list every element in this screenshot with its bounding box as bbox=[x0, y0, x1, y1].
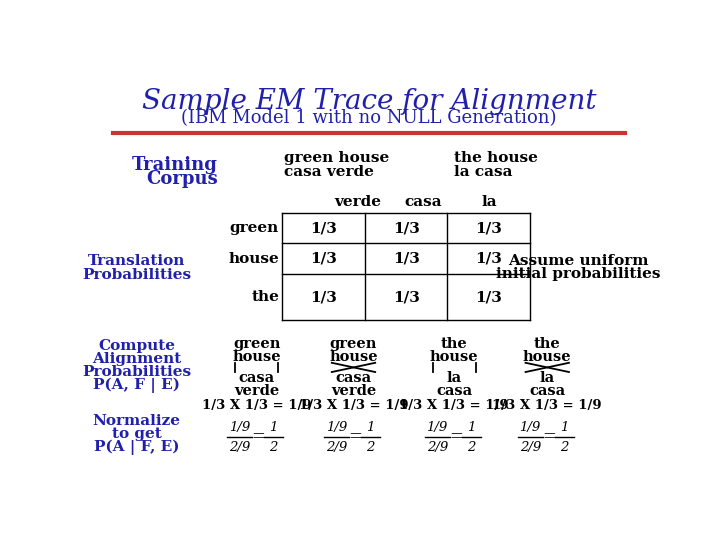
Text: =: = bbox=[348, 428, 362, 445]
Text: to get: to get bbox=[112, 427, 161, 441]
Text: la casa: la casa bbox=[454, 165, 513, 179]
Text: house: house bbox=[329, 349, 378, 363]
Text: verde: verde bbox=[234, 384, 279, 399]
Text: 1/9: 1/9 bbox=[426, 421, 448, 434]
Text: casa: casa bbox=[436, 384, 472, 399]
Text: house: house bbox=[233, 349, 281, 363]
Text: casa: casa bbox=[336, 371, 372, 385]
Text: 1/3 X 1/3 = 1/9: 1/3 X 1/3 = 1/9 bbox=[299, 399, 408, 411]
Text: 1/3: 1/3 bbox=[475, 291, 502, 305]
Text: P(A, F | E): P(A, F | E) bbox=[93, 377, 180, 393]
Text: the house: the house bbox=[454, 151, 538, 165]
Text: 1/9: 1/9 bbox=[520, 421, 541, 434]
Text: 1/3 X 1/3 = 1/9: 1/3 X 1/3 = 1/9 bbox=[202, 399, 312, 411]
Text: Alignment: Alignment bbox=[92, 352, 181, 366]
Text: green: green bbox=[230, 221, 279, 235]
Text: casa: casa bbox=[238, 371, 275, 385]
Text: P(A | F, E): P(A | F, E) bbox=[94, 440, 179, 455]
Text: Probabilities: Probabilities bbox=[82, 268, 191, 282]
Text: 1/3: 1/3 bbox=[393, 252, 420, 266]
Text: Normalize: Normalize bbox=[92, 414, 181, 428]
Text: 1: 1 bbox=[366, 421, 374, 434]
Text: la: la bbox=[540, 371, 555, 385]
Text: Assume uniform: Assume uniform bbox=[508, 254, 649, 268]
Text: 1/3: 1/3 bbox=[310, 221, 338, 235]
Text: 1: 1 bbox=[560, 421, 569, 434]
Text: Compute: Compute bbox=[98, 339, 175, 353]
Text: casa: casa bbox=[529, 384, 565, 399]
Text: house: house bbox=[228, 252, 279, 266]
Text: =: = bbox=[251, 428, 265, 445]
Text: la: la bbox=[446, 371, 462, 385]
Text: 1/3: 1/3 bbox=[310, 252, 338, 266]
Text: house: house bbox=[523, 349, 572, 363]
Text: green house: green house bbox=[284, 151, 389, 165]
Text: 2/9: 2/9 bbox=[326, 441, 347, 454]
Text: casa verde: casa verde bbox=[284, 165, 374, 179]
Text: 1/3: 1/3 bbox=[475, 252, 502, 266]
Text: Translation: Translation bbox=[88, 254, 185, 268]
Text: initial probabilities: initial probabilities bbox=[496, 267, 660, 281]
Text: Training: Training bbox=[132, 156, 218, 174]
Text: the: the bbox=[251, 291, 279, 305]
Text: green: green bbox=[330, 336, 377, 350]
Text: 1/3: 1/3 bbox=[475, 221, 502, 235]
Text: 1: 1 bbox=[269, 421, 278, 434]
Text: 1/3: 1/3 bbox=[393, 291, 420, 305]
Text: 1/3: 1/3 bbox=[310, 291, 338, 305]
Text: 1/3 X 1/3 = 1/9: 1/3 X 1/3 = 1/9 bbox=[400, 399, 509, 411]
Text: =: = bbox=[449, 428, 463, 445]
Text: =: = bbox=[542, 428, 556, 445]
Text: verde: verde bbox=[331, 384, 376, 399]
Text: 2: 2 bbox=[269, 441, 278, 454]
Text: Probabilities: Probabilities bbox=[82, 365, 191, 379]
Text: Sample EM Trace for Alignment: Sample EM Trace for Alignment bbox=[142, 88, 596, 115]
Text: 1/3: 1/3 bbox=[393, 221, 420, 235]
Text: Corpus: Corpus bbox=[146, 170, 218, 187]
Text: 1/9: 1/9 bbox=[326, 421, 347, 434]
Text: la: la bbox=[481, 195, 497, 209]
Text: the: the bbox=[534, 336, 561, 350]
Text: the: the bbox=[441, 336, 467, 350]
Text: (IBM Model 1 with no NULL Generation): (IBM Model 1 with no NULL Generation) bbox=[181, 110, 557, 127]
Text: house: house bbox=[430, 349, 479, 363]
Text: 2/9: 2/9 bbox=[229, 441, 251, 454]
Text: casa: casa bbox=[405, 195, 442, 209]
Text: verde: verde bbox=[334, 195, 381, 209]
Text: green: green bbox=[233, 336, 280, 350]
Text: 2: 2 bbox=[560, 441, 569, 454]
Text: 2: 2 bbox=[467, 441, 475, 454]
Text: 2: 2 bbox=[366, 441, 374, 454]
Text: 1: 1 bbox=[467, 421, 475, 434]
Text: 2/9: 2/9 bbox=[520, 441, 541, 454]
Text: 1/3 X 1/3 = 1/9: 1/3 X 1/3 = 1/9 bbox=[492, 399, 602, 411]
Text: 1/9: 1/9 bbox=[229, 421, 251, 434]
Text: 2/9: 2/9 bbox=[426, 441, 448, 454]
